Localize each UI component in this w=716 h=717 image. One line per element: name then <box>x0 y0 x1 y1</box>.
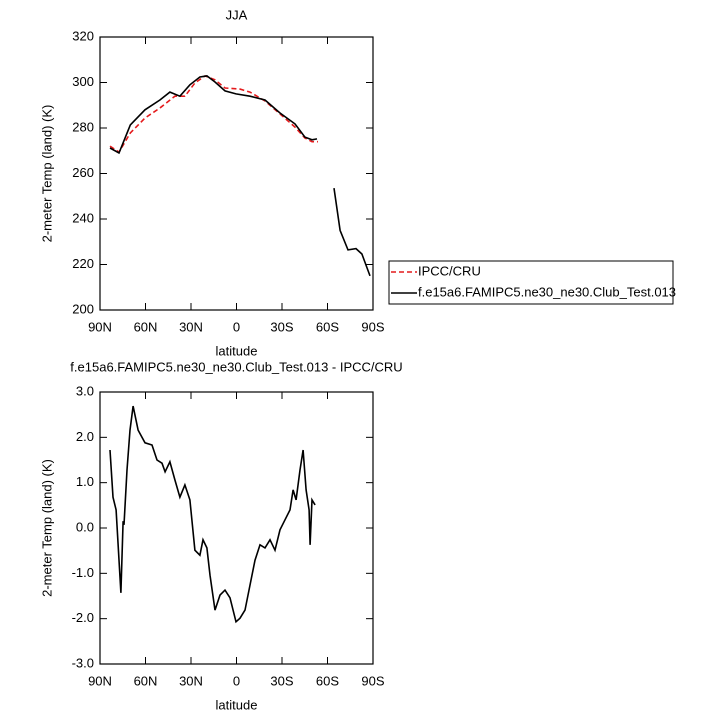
y-tick-label: 1.0 <box>76 474 94 489</box>
x-tick-label: 90N <box>88 319 112 334</box>
x-tick-label: 90S <box>361 319 384 334</box>
y-tick-label: 280 <box>72 119 94 134</box>
x-tick-label: 90S <box>361 673 384 688</box>
legend-box <box>388 260 674 305</box>
x-tick-label: 30N <box>179 319 203 334</box>
x-tick-label: 90N <box>88 673 112 688</box>
y-axis-label: 2-meter Temp (land) (K) <box>39 459 54 597</box>
x-tick-label: 60S <box>316 673 339 688</box>
plot-frame <box>99 36 374 311</box>
x-tick-label: 0 <box>233 673 240 688</box>
chart-title: f.e15a6.FAMIPC5.ne30_ne30.Club_Test.013 … <box>70 359 402 374</box>
x-axis-label: latitude <box>216 697 258 712</box>
y-tick-label: 300 <box>72 74 94 89</box>
y-tick-label: -3.0 <box>72 655 94 670</box>
y-tick-label: -2.0 <box>72 610 94 625</box>
x-tick-label: 60N <box>134 673 158 688</box>
plot-frame <box>99 391 374 665</box>
y-tick-label: -1.0 <box>72 565 94 580</box>
x-tick-label: 30S <box>270 673 293 688</box>
data-line <box>109 75 371 277</box>
y-tick-label: 260 <box>72 165 94 180</box>
x-axis-label: latitude <box>216 343 258 358</box>
y-tick-label: 240 <box>72 210 94 225</box>
data-line <box>109 74 318 154</box>
y-tick-label: 0.0 <box>76 519 94 534</box>
y-tick-label: 3.0 <box>76 383 94 398</box>
y-tick-label: 220 <box>72 256 94 271</box>
x-tick-label: 30N <box>179 673 203 688</box>
legend-label: f.e15a6.FAMIPC5.ne30_ne30.Club_Test.013 <box>418 284 676 299</box>
chart-title: JJA <box>226 7 248 22</box>
y-tick-label: 320 <box>72 28 94 43</box>
data-line <box>109 405 316 624</box>
legend-label: IPCC/CRU <box>418 263 481 278</box>
y-tick-label: 200 <box>72 301 94 316</box>
x-tick-label: 60S <box>316 319 339 334</box>
x-tick-label: 30S <box>270 319 293 334</box>
y-axis-label: 2-meter Temp (land) (K) <box>39 105 54 243</box>
y-tick-label: 2.0 <box>76 429 94 444</box>
x-tick-label: 0 <box>233 319 240 334</box>
x-tick-label: 60N <box>134 319 158 334</box>
